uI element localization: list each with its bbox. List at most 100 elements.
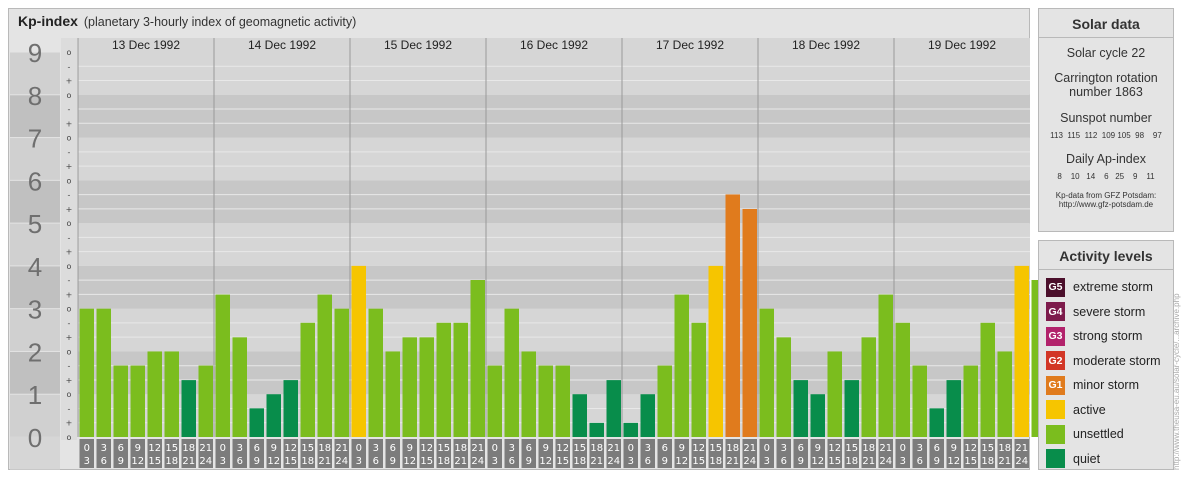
legend-label: moderate storm: [1073, 353, 1161, 368]
day-label: 14 Dec 1992: [248, 38, 316, 52]
hour-label-box: [963, 439, 978, 468]
hour-label-end: 18: [437, 456, 450, 467]
y-label-band: [10, 394, 60, 437]
hour-label-end: 3: [84, 456, 90, 467]
kp-bar: [504, 308, 519, 437]
legend-swatch: G5: [1046, 277, 1065, 297]
hour-label-box: [895, 439, 910, 468]
hour-label-start: 18: [454, 443, 467, 454]
hour-label-box: [674, 439, 689, 468]
ap-index-values: 8 10 14 6 25 9 11: [1057, 172, 1155, 181]
kp-bar: [419, 337, 434, 437]
kp-bar: [980, 322, 995, 437]
hour-label-box: [436, 439, 451, 468]
hour-label-start: 12: [420, 443, 433, 454]
kp-bar: [334, 308, 349, 437]
y-label-band: [10, 138, 60, 180]
hour-label-start: 18: [998, 443, 1011, 454]
kp-bar: [674, 294, 689, 437]
hour-label-end: 18: [165, 456, 178, 467]
hour-label-box: [317, 439, 332, 468]
kp-bar: [640, 394, 655, 437]
hour-label-start: 0: [900, 443, 906, 454]
hour-label-start: 3: [645, 443, 651, 454]
legend-label: severe storm: [1073, 304, 1146, 319]
minor-tick-label: o: [67, 176, 72, 185]
minor-tick-label: o: [67, 347, 72, 356]
hour-label-start: 3: [917, 443, 923, 454]
kp-bar: [368, 308, 383, 437]
hour-label-box: [640, 439, 655, 468]
kp-bar: [385, 351, 400, 437]
day-label-band: [78, 38, 1030, 52]
hour-label-box: [504, 439, 519, 468]
hour-label-box: [708, 439, 723, 468]
hour-label-end: 12: [267, 456, 280, 467]
minor-tick-label: o: [67, 134, 72, 143]
hour-label-end: 6: [373, 456, 379, 467]
hour-label-start: 9: [543, 443, 549, 454]
hour-label-box: [249, 439, 264, 468]
minor-tick-label: o: [67, 91, 72, 100]
kp-bar: [1014, 265, 1029, 437]
level-band: [78, 223, 1030, 266]
minor-tick-label: +: [66, 290, 73, 299]
kp-bar: [436, 322, 451, 437]
kp-bar: [470, 280, 485, 437]
level-band: [78, 94, 1030, 138]
kp-bar: [861, 337, 876, 437]
minor-tick-label: +: [66, 162, 73, 171]
hour-label-start: 15: [437, 443, 450, 454]
y-label-band: [10, 436, 60, 470]
hour-label-end: 24: [199, 456, 212, 467]
kp-bar: [79, 308, 94, 437]
hour-label-box: [283, 439, 298, 468]
credit-text: http://www.theusa-eu.au/solar-cycle/...a…: [1172, 293, 1181, 470]
hour-label-box: [861, 439, 876, 468]
hour-label-box: [130, 439, 145, 468]
hour-label-end: 9: [390, 456, 396, 467]
hour-label-box: [742, 439, 757, 468]
hour-label-start: 18: [862, 443, 875, 454]
hour-label-box: [215, 439, 230, 468]
kp-bar: [198, 365, 213, 437]
hour-label-end: 18: [845, 456, 858, 467]
hour-label-end: 3: [220, 456, 226, 467]
legend-g4: G4 severe storm: [1039, 300, 1173, 325]
hour-label-box: [385, 439, 400, 468]
activity-levels-panel: Activity levels G5 extreme storm G4 severe…: [1038, 240, 1174, 470]
day-label: 19 Dec 1992: [928, 38, 996, 52]
hour-label-box: [232, 439, 247, 468]
hour-label-end: 9: [798, 456, 804, 467]
y-label-band: [10, 180, 60, 223]
hour-label-end: 21: [998, 456, 1011, 467]
kp-bar: [776, 337, 791, 437]
hour-label-box: [79, 439, 94, 468]
hour-label-end: 18: [301, 456, 314, 467]
kp-bar: [351, 265, 366, 437]
hour-label-start: 3: [101, 443, 107, 454]
hour-label-start: 0: [764, 443, 770, 454]
hour-label-start: 3: [237, 443, 243, 454]
y-tick-label: 1: [28, 380, 42, 410]
hour-label-box: [657, 439, 672, 468]
hour-label-start: 6: [934, 443, 940, 454]
kp-bar: [844, 380, 859, 437]
solar-data-heading: Solar data: [1039, 9, 1173, 38]
hour-label-end: 6: [645, 456, 651, 467]
legend-swatch: G1: [1046, 375, 1065, 395]
y-tick-label: 5: [28, 209, 42, 239]
y-tick-label: 4: [28, 252, 42, 282]
hour-label-start: 12: [556, 443, 569, 454]
y-label-band: [10, 223, 60, 266]
kp-bar: [742, 208, 757, 437]
minor-tick-label: -: [68, 319, 71, 328]
y-tick-label: 0: [28, 423, 42, 453]
legend-swatch: [1046, 449, 1065, 469]
kp-bar: [657, 365, 672, 437]
hour-label-start: 6: [254, 443, 260, 454]
hour-label-start: 9: [951, 443, 957, 454]
hour-label-box: [181, 439, 196, 468]
hour-label-end: 9: [526, 456, 532, 467]
hour-label-end: 21: [454, 456, 467, 467]
